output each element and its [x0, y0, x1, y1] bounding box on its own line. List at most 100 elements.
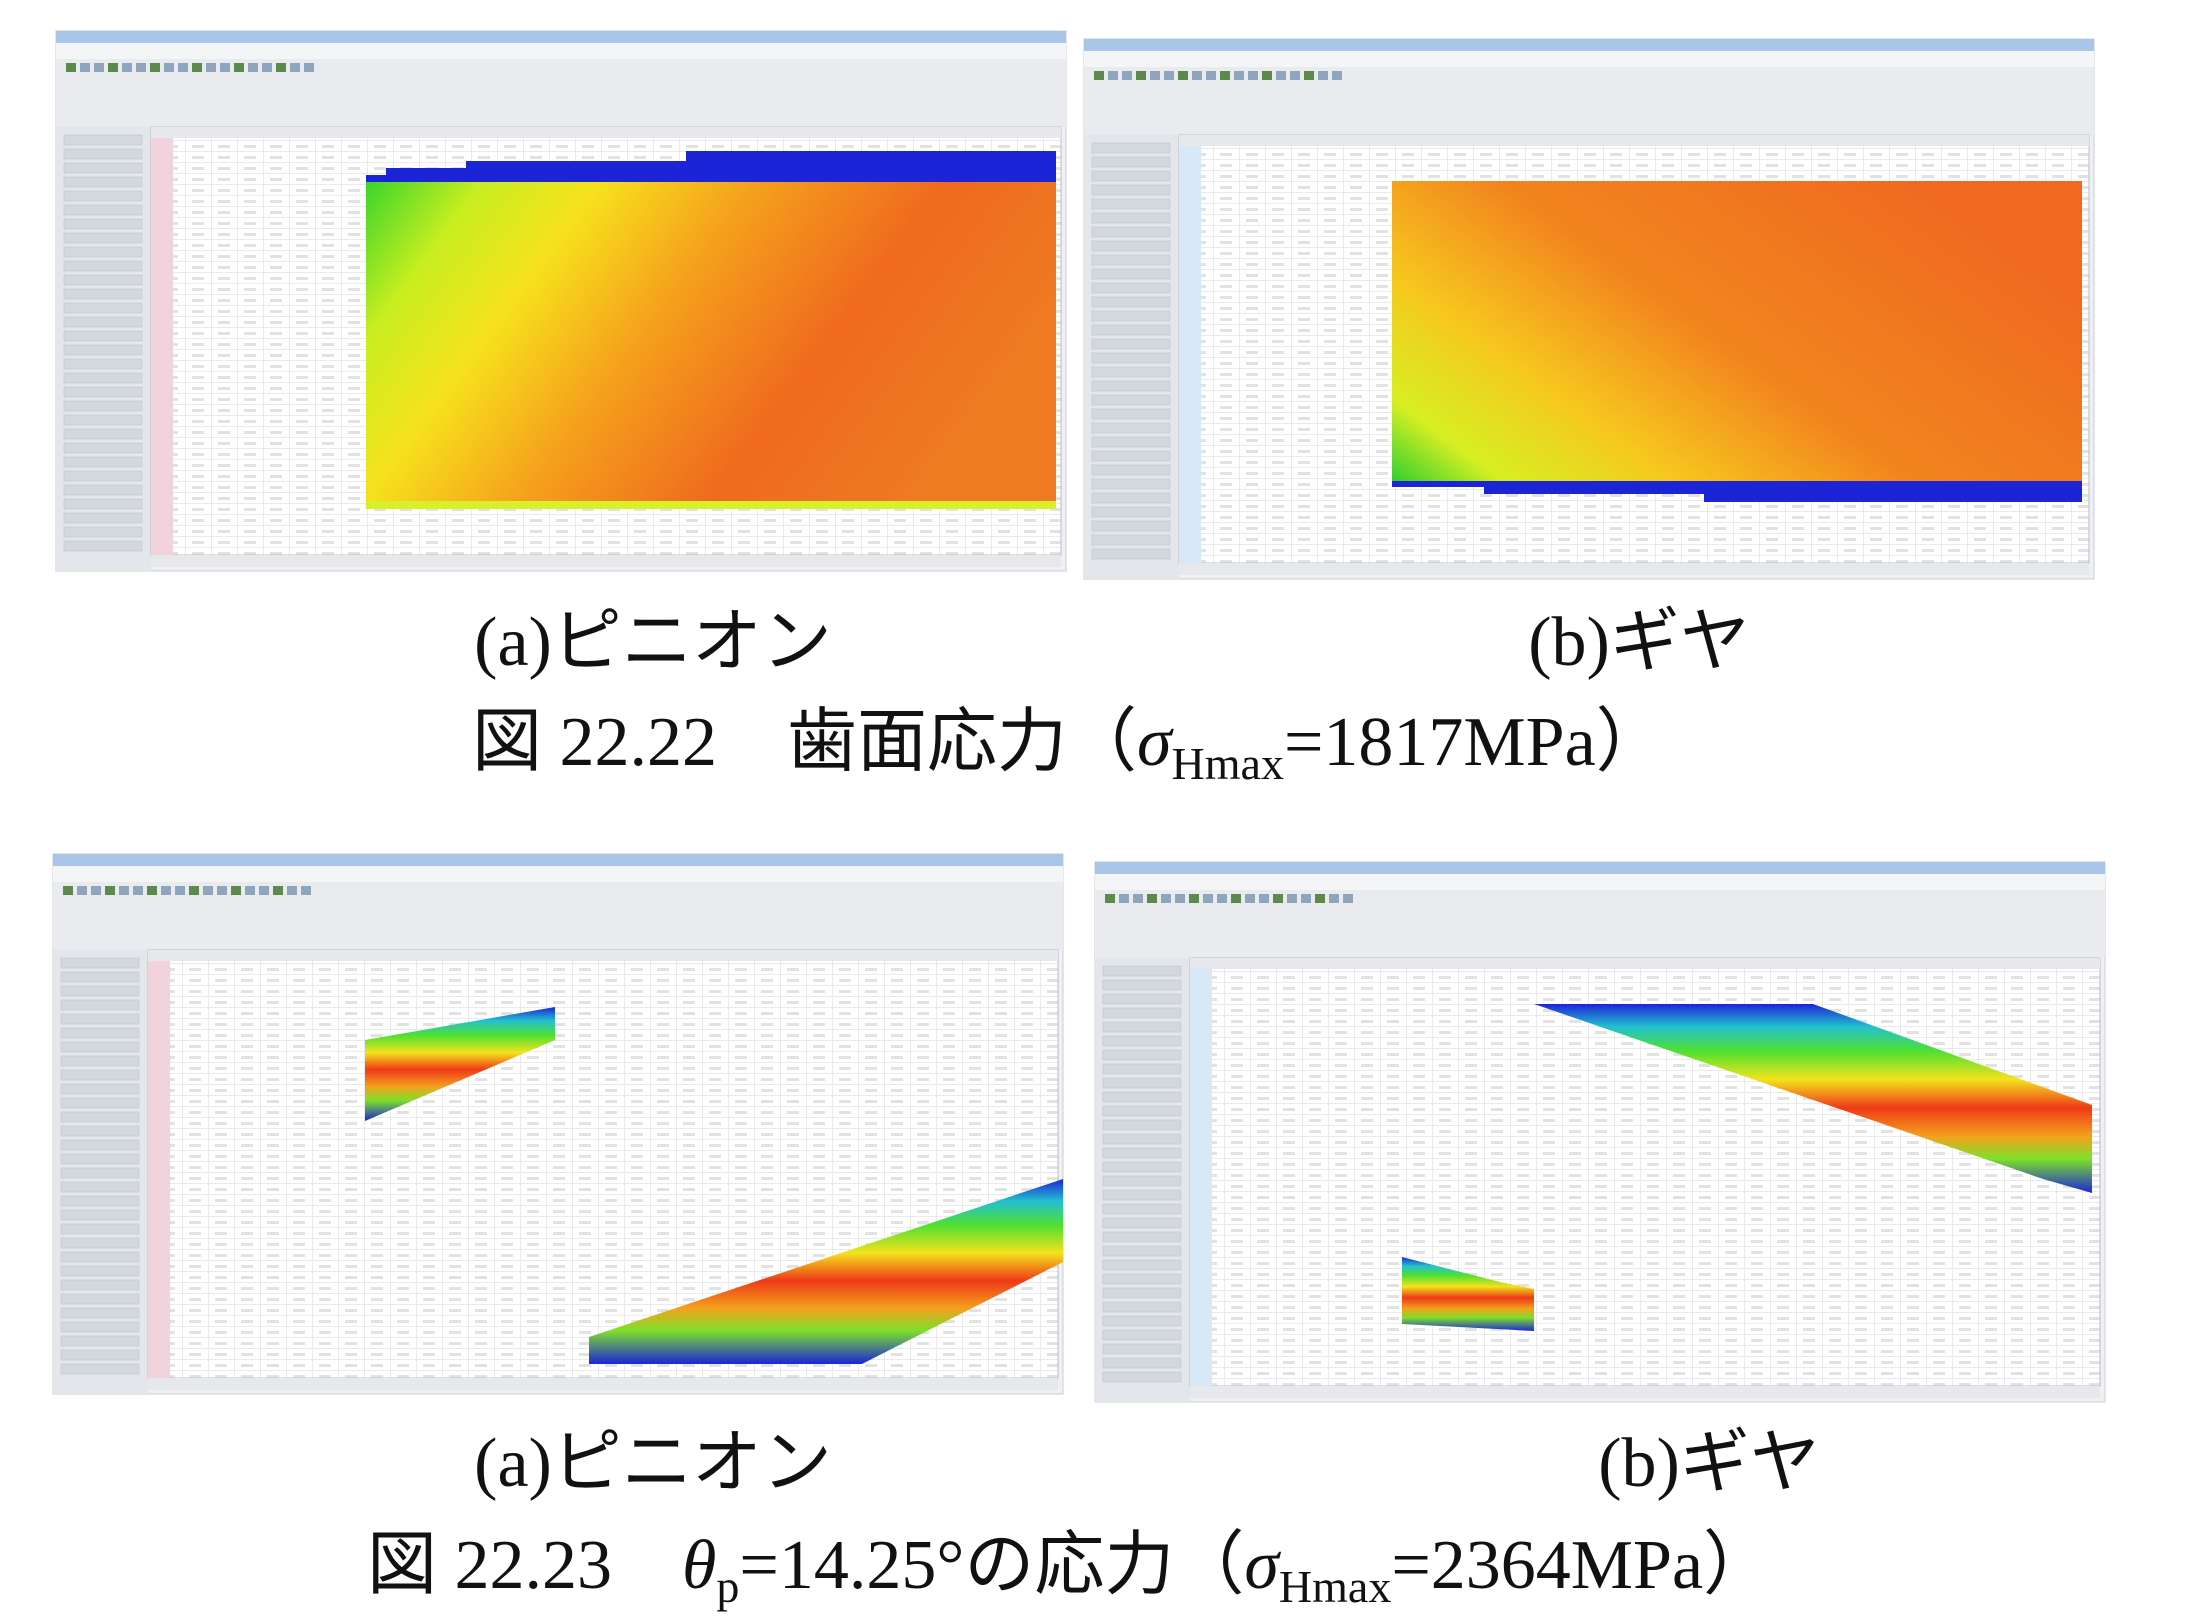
tool-icon [133, 886, 143, 895]
sidebar-button [63, 526, 143, 538]
sidebar-button [1091, 226, 1171, 238]
tool-icon [1259, 894, 1269, 903]
sidebar-button [63, 274, 143, 286]
tool-icon [203, 886, 213, 895]
sidebar-button [1102, 1105, 1182, 1117]
sidebar-button [63, 316, 143, 328]
sidebar-button [63, 260, 143, 272]
sidebar-button [1091, 492, 1171, 504]
sidebar-button [63, 148, 143, 160]
sidebar-button [1091, 240, 1171, 252]
sidebar-button [63, 428, 143, 440]
sidebar-button [63, 344, 143, 356]
heatmap [366, 182, 1056, 509]
tool-icon [1217, 894, 1227, 903]
title-bar [1084, 39, 2094, 51]
sidebar-button [1091, 422, 1171, 434]
tool-icon [175, 886, 185, 895]
sheet-header [1190, 958, 2100, 969]
tool-icon [1287, 894, 1297, 903]
tool-icon [304, 63, 314, 72]
sidebar-button [1102, 1063, 1182, 1075]
sidebar-button [60, 1027, 140, 1039]
caption-text: =14.25°の応力（ [739, 1527, 1244, 1604]
tool-icon [1094, 71, 1104, 80]
sidebar-button [1091, 296, 1171, 308]
sidebar-button [1102, 1119, 1182, 1131]
sidebar-button [1102, 1245, 1182, 1257]
screenshot [1094, 861, 2106, 1403]
caption-subscript: Hmax [1279, 1561, 1391, 1612]
tool-icon [192, 63, 202, 72]
sidebar-button [1102, 1371, 1182, 1383]
sidebar-button [1091, 352, 1171, 364]
sidebar-button [63, 190, 143, 202]
sidebar-button [1091, 254, 1171, 266]
sidebar-button [60, 1167, 140, 1179]
sidebar-button [60, 971, 140, 983]
tool-icon [1318, 71, 1328, 80]
sidebar-button [1091, 282, 1171, 294]
tool-icon [66, 63, 76, 72]
sidebar-button [60, 1069, 140, 1081]
tool-icon [1315, 894, 1325, 903]
stress-band [1402, 1257, 1534, 1331]
title-bar [1095, 862, 2105, 874]
tool-icon [1276, 71, 1286, 80]
tool-icon [217, 886, 227, 895]
heatmap [1392, 181, 2082, 481]
sidebar-button [1091, 548, 1171, 560]
sidebar-button [1091, 450, 1171, 462]
heatmap-edge [366, 151, 1056, 182]
tool-icon [150, 63, 160, 72]
sidebar-button [63, 470, 143, 482]
sidebar-button [60, 1251, 140, 1263]
sidebar-button [1102, 1301, 1182, 1313]
tool-icon [1245, 894, 1255, 903]
tool-icon [273, 886, 283, 895]
panel-label: (a)ピニオン [474, 604, 832, 681]
sidebar-button [63, 512, 143, 524]
sidebar-button [1091, 212, 1171, 224]
tool-icon [1175, 894, 1185, 903]
sidebar-button [1102, 1007, 1182, 1019]
sidebar-button [60, 985, 140, 997]
tool-icon [1290, 71, 1300, 80]
sidebar-button [60, 1265, 140, 1277]
tool-icon [1234, 71, 1244, 80]
sidebar-button [63, 302, 143, 314]
stress-band [589, 1179, 1063, 1364]
sidebar-button [1102, 1343, 1182, 1355]
sidebar-button [1091, 310, 1171, 322]
tool-icon [105, 886, 115, 895]
sidebar-button [63, 386, 143, 398]
caption-symbol: σ [1244, 1527, 1281, 1604]
sidebar-button [60, 1111, 140, 1123]
sidebar-button [60, 1307, 140, 1319]
title-bar [53, 854, 1063, 866]
tool-icon [122, 63, 132, 72]
tool-icon [1189, 894, 1199, 903]
sidebar-button [1102, 1091, 1182, 1103]
sidebar-button [63, 414, 143, 426]
heatmap-edge [1392, 481, 2082, 502]
sidebar-button [1102, 1217, 1182, 1229]
sidebar-button [1102, 1035, 1182, 1047]
sidebar-button [60, 1279, 140, 1291]
panel-label: (b)ギヤ [1598, 1425, 1820, 1502]
sidebar-button [1091, 338, 1171, 350]
sidebar-button [1102, 1259, 1182, 1271]
sheet-header [151, 127, 1061, 138]
sidebar-button [1091, 506, 1171, 518]
sidebar-button [63, 456, 143, 468]
row-header [1179, 146, 1201, 563]
sidebar-button [60, 1335, 140, 1347]
caption-text: =1817MPa） [1284, 704, 1666, 781]
sidebar-button [63, 484, 143, 496]
sidebar-button [60, 1055, 140, 1067]
tool-icon [220, 63, 230, 72]
sidebar-button [1091, 380, 1171, 392]
tool-icon [290, 63, 300, 72]
tool-icon [259, 886, 269, 895]
menu-bar [56, 43, 1066, 59]
